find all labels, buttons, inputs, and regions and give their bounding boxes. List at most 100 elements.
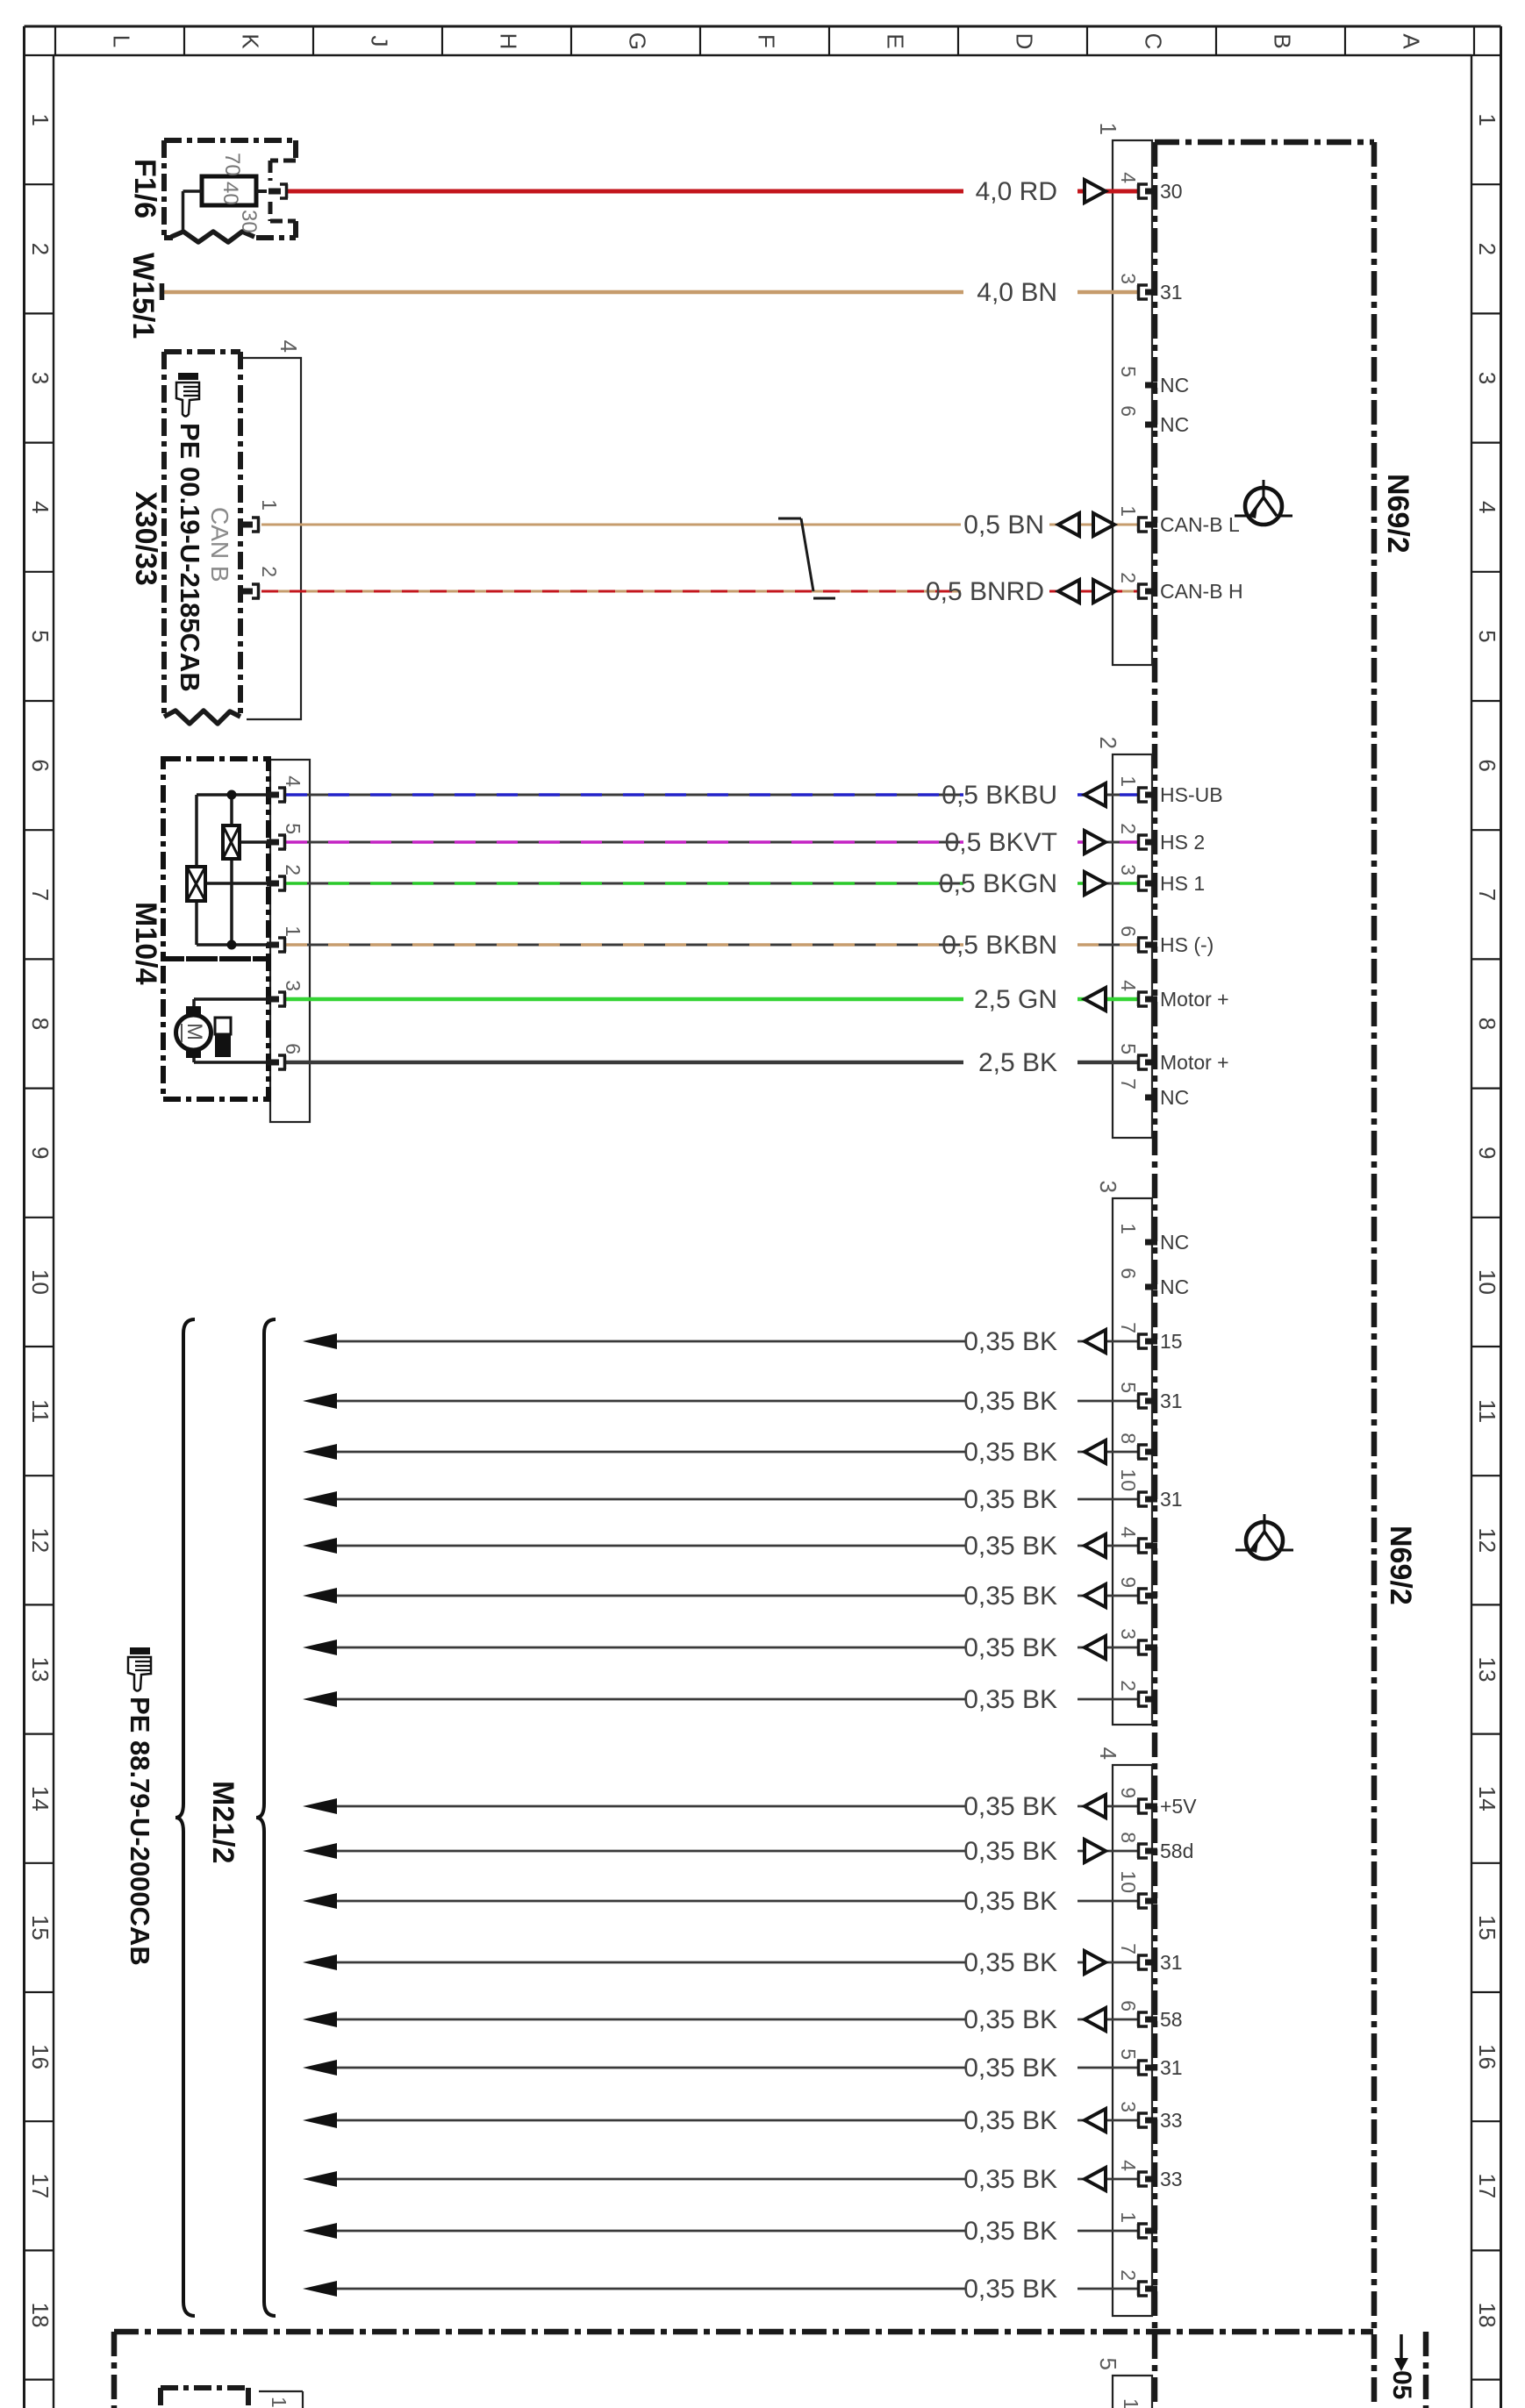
svg-text:7: 7	[1117, 1078, 1140, 1090]
svg-text:1: 1	[1117, 2212, 1140, 2223]
svg-text:HS 2: HS 2	[1160, 831, 1205, 854]
svg-text:0,5 BKBU: 0,5 BKBU	[941, 781, 1057, 810]
svg-text:58: 58	[1160, 2008, 1183, 2031]
svg-text:NC: NC	[1160, 1086, 1189, 1109]
svg-text:31: 31	[1160, 1951, 1183, 1974]
svg-text:0,35 BK: 0,35 BK	[963, 1887, 1057, 1916]
svg-text:7: 7	[1117, 1322, 1140, 1333]
svg-text:4: 4	[276, 340, 302, 353]
svg-text:0,5 BKBN: 0,5 BKBN	[941, 931, 1057, 960]
svg-text:31: 31	[1160, 2056, 1183, 2079]
svg-text:4,0 BN: 4,0 BN	[977, 278, 1057, 307]
svg-text:9: 9	[27, 1147, 54, 1159]
svg-text:13: 13	[1474, 1657, 1500, 1683]
svg-text:NC: NC	[1160, 413, 1189, 436]
svg-text:0,35 BK: 0,35 BK	[963, 2054, 1057, 2083]
svg-text:PE 00.19-U-2185CAB: PE 00.19-U-2185CAB	[175, 423, 205, 692]
svg-text:11: 11	[1474, 1399, 1500, 1423]
svg-text:2,5 GN: 2,5 GN	[974, 985, 1057, 1014]
svg-text:12: 12	[27, 1527, 54, 1553]
svg-text:C: C	[1141, 33, 1167, 50]
svg-text:15: 15	[1474, 1915, 1500, 1940]
svg-text:0,35 BK: 0,35 BK	[963, 1792, 1057, 1821]
svg-text:H: H	[496, 33, 522, 50]
svg-text:0,5 BKGN: 0,5 BKGN	[939, 869, 1057, 898]
svg-text:4: 4	[1095, 1747, 1121, 1760]
svg-text:0,35 BK: 0,35 BK	[963, 1485, 1057, 1514]
svg-text:6: 6	[1117, 925, 1140, 937]
svg-text:33: 33	[1160, 2109, 1183, 2132]
svg-text:K: K	[238, 33, 264, 49]
svg-text:Motor +: Motor +	[1160, 1051, 1229, 1074]
svg-text:0,35 BK: 0,35 BK	[963, 2106, 1057, 2135]
svg-text:3: 3	[1117, 2101, 1140, 2112]
svg-text:05: 05	[1387, 2370, 1416, 2399]
svg-text:1: 1	[1120, 2398, 1142, 2408]
svg-text:10: 10	[1117, 1468, 1140, 1491]
svg-text:0,5 BNRD: 0,5 BNRD	[926, 577, 1044, 606]
svg-text:0,35 BK: 0,35 BK	[963, 1633, 1057, 1662]
svg-text:0,35 BK: 0,35 BK	[963, 1387, 1057, 1416]
svg-text:30: 30	[1160, 180, 1183, 203]
svg-text:D: D	[1012, 33, 1038, 50]
svg-text:3: 3	[27, 372, 54, 384]
svg-text:0,35 BK: 0,35 BK	[963, 1948, 1057, 1977]
svg-text:2: 2	[258, 566, 281, 577]
svg-text:7: 7	[27, 889, 54, 901]
svg-text:58d: 58d	[1160, 1840, 1193, 1862]
svg-text:5: 5	[1474, 630, 1500, 642]
svg-text:31: 31	[1160, 1390, 1183, 1412]
svg-text:4: 4	[27, 501, 54, 513]
svg-text:CAN B: CAN B	[206, 507, 233, 582]
svg-text:4: 4	[282, 775, 304, 787]
svg-text:16: 16	[1474, 2044, 1500, 2069]
svg-text:6: 6	[1117, 2000, 1140, 2011]
svg-text:0,35 BK: 0,35 BK	[963, 1532, 1057, 1561]
svg-text:4: 4	[1117, 172, 1140, 183]
svg-text:40: 40	[218, 182, 242, 205]
svg-text:1: 1	[1117, 775, 1140, 787]
svg-text:1: 1	[282, 925, 304, 937]
svg-text:E: E	[883, 33, 909, 48]
svg-text:4: 4	[1474, 501, 1500, 513]
svg-text:1: 1	[1095, 123, 1121, 135]
svg-text:1: 1	[1474, 113, 1500, 125]
svg-text:9: 9	[1474, 1147, 1500, 1159]
svg-text:13: 13	[27, 1657, 54, 1683]
svg-text:NC: NC	[1160, 374, 1189, 397]
svg-text:6: 6	[27, 759, 54, 771]
svg-text:31: 31	[1160, 1488, 1183, 1511]
svg-text:6: 6	[282, 1043, 304, 1054]
svg-text:X30/33: X30/33	[129, 491, 162, 586]
svg-text:F1/6: F1/6	[128, 159, 161, 218]
svg-text:6: 6	[1117, 405, 1140, 417]
svg-text:7: 7	[1474, 889, 1500, 901]
svg-text:18: 18	[1474, 2303, 1500, 2328]
svg-text:NC: NC	[1160, 1231, 1189, 1254]
svg-text:6: 6	[1117, 1268, 1140, 1279]
svg-text:3: 3	[1117, 864, 1140, 875]
svg-text:Motor +: Motor +	[1160, 988, 1229, 1011]
svg-text:2: 2	[1117, 2269, 1140, 2281]
svg-text:30: 30	[237, 210, 261, 233]
svg-text:4: 4	[1117, 1526, 1140, 1538]
svg-text:HS 1: HS 1	[1160, 872, 1205, 895]
svg-text:0,5 BN: 0,5 BN	[963, 511, 1044, 539]
svg-text:31: 31	[1160, 281, 1183, 304]
svg-text:M: M	[183, 1023, 206, 1040]
svg-text:2: 2	[1117, 823, 1140, 834]
svg-text:5: 5	[282, 823, 304, 834]
svg-text:3: 3	[1117, 1628, 1140, 1640]
svg-text:J: J	[367, 36, 393, 47]
svg-text:PE 88.79-U-2000CAB: PE 88.79-U-2000CAB	[125, 1697, 155, 1966]
svg-text:70: 70	[220, 153, 244, 176]
svg-text:M21/2: M21/2	[206, 1781, 240, 1864]
svg-text:3: 3	[1095, 1181, 1121, 1193]
svg-text:8: 8	[27, 1018, 54, 1030]
svg-text:6: 6	[1474, 759, 1500, 771]
svg-text:15: 15	[1160, 1330, 1183, 1353]
svg-text:W15/1: W15/1	[126, 253, 160, 339]
svg-text:0,35 BK: 0,35 BK	[963, 1438, 1057, 1467]
svg-text:CAN-B H: CAN-B H	[1160, 580, 1243, 603]
svg-text:0,5 BKVT: 0,5 BKVT	[945, 828, 1057, 857]
